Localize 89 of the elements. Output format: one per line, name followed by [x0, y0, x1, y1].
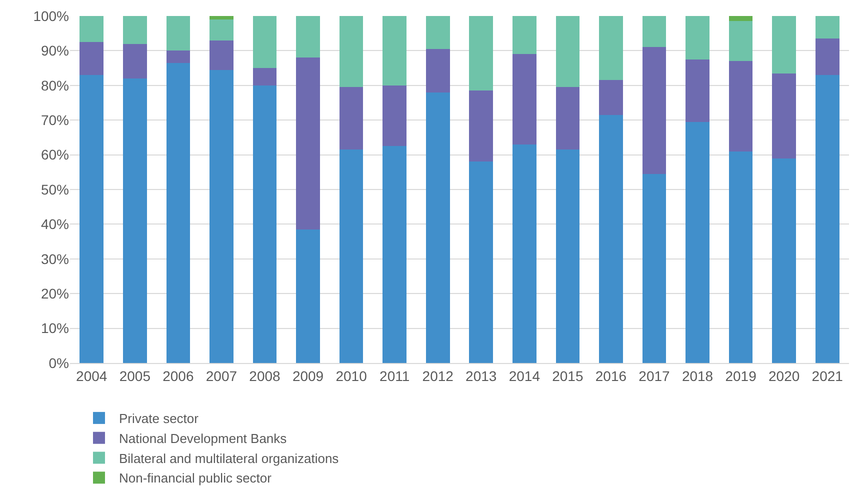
x-tick-label: 2016 — [595, 368, 627, 384]
bar — [599, 114, 623, 363]
bar — [772, 73, 796, 158]
bar — [728, 61, 753, 152]
bar — [123, 44, 147, 78]
bar — [686, 122, 710, 363]
bar — [339, 16, 364, 88]
bar — [252, 85, 277, 363]
x-tick-label: 2004 — [76, 368, 108, 384]
bar — [728, 151, 753, 363]
x-tick-label: 2006 — [162, 368, 194, 384]
bar — [80, 74, 104, 363]
bar — [339, 87, 364, 150]
y-tick-label: 20% — [40, 286, 69, 302]
bar — [382, 146, 406, 363]
bar — [469, 16, 494, 91]
y-tick-label: 50% — [40, 181, 69, 198]
bar — [296, 58, 320, 230]
bar — [166, 16, 190, 51]
legend-label: Non-financial public sector — [119, 470, 272, 486]
x-tick-label: 2012 — [422, 368, 454, 384]
bar — [556, 87, 580, 150]
bar — [339, 150, 364, 363]
y-tick-label: 30% — [40, 250, 69, 267]
y-tick-label: 40% — [40, 216, 69, 232]
bar — [728, 21, 753, 62]
x-tick-label: 2020 — [768, 368, 800, 384]
bar — [772, 158, 796, 363]
x-tick-label: 2018 — [682, 368, 714, 384]
bar — [772, 16, 796, 74]
x-tick-label: 2008 — [249, 368, 281, 384]
y-tick-label: 10% — [40, 320, 69, 336]
bar — [166, 50, 190, 63]
legend-label: Private sector — [119, 411, 200, 426]
bar — [210, 19, 234, 40]
bar — [296, 16, 320, 58]
bar — [252, 68, 277, 86]
bar — [556, 16, 580, 88]
bar — [382, 85, 406, 146]
bar — [469, 90, 494, 162]
bar — [123, 78, 147, 363]
bar — [426, 48, 450, 92]
y-tick-label: 100% — [33, 8, 69, 24]
y-tick-label: 60% — [40, 146, 69, 163]
bar — [296, 229, 320, 363]
x-tick-label: 2005 — [119, 368, 151, 384]
legend-label: National Development Banks — [119, 430, 288, 446]
bar — [815, 74, 840, 363]
y-tick-label: 80% — [40, 77, 69, 94]
bar — [642, 16, 666, 48]
bar — [556, 150, 580, 363]
bar — [728, 16, 753, 22]
bar — [512, 54, 536, 144]
x-tick-label: 2017 — [638, 368, 670, 384]
bar — [426, 92, 450, 363]
x-tick-label: 2009 — [292, 368, 324, 384]
bar — [166, 62, 190, 363]
bar — [210, 40, 234, 70]
bar — [642, 47, 666, 174]
x-tick-label: 2007 — [206, 368, 238, 384]
bar — [426, 16, 450, 49]
bar — [686, 59, 710, 122]
bar — [815, 16, 840, 39]
y-tick-label: 0% — [48, 354, 69, 371]
x-tick-label: 2019 — [725, 368, 757, 384]
bar — [210, 70, 234, 363]
y-tick-label: 70% — [40, 112, 69, 128]
x-tick-label: 2015 — [552, 368, 584, 384]
y-tick-label: 90% — [40, 42, 69, 59]
bar — [599, 16, 623, 80]
x-tick-label: 2011 — [380, 368, 410, 384]
bar — [642, 174, 666, 363]
bar — [80, 42, 104, 75]
x-tick-label: 2013 — [466, 368, 497, 384]
bar — [512, 16, 536, 54]
bar — [80, 16, 104, 42]
x-tick-label: 2021 — [812, 368, 844, 384]
bar — [469, 162, 494, 363]
bar — [382, 16, 406, 86]
bar — [252, 16, 277, 68]
bar — [815, 38, 840, 75]
bar — [599, 80, 623, 115]
bar — [686, 16, 710, 60]
x-tick-label: 2014 — [508, 368, 540, 384]
legend-label: Bilateral and multilateral organizations — [119, 450, 340, 466]
x-tick-label: 2010 — [336, 368, 368, 384]
bar — [512, 144, 536, 363]
bar — [210, 16, 234, 20]
bar — [123, 16, 147, 44]
